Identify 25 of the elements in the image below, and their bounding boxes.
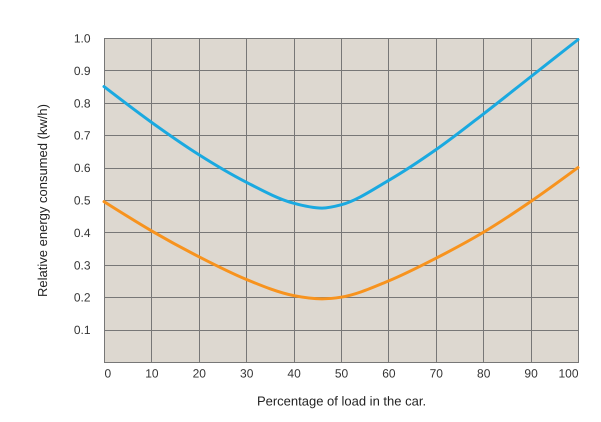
x-tick-label: 40 (287, 366, 302, 380)
y-tick-label: 0.2 (74, 290, 91, 305)
line-series (102, 38, 580, 210)
y-tick-label: 0.8 (74, 96, 91, 110)
y-tick-label: 0.4 (74, 226, 91, 240)
x-tick-label: 70 (430, 366, 444, 380)
y-tick-label: 0.6 (74, 161, 91, 176)
line-series (102, 166, 580, 300)
y-tick-label: 1.0 (74, 32, 91, 46)
y-tick-label: 0.9 (74, 64, 91, 78)
x-tick-label: 20 (192, 366, 206, 380)
x-tick-label: 0 (104, 366, 112, 380)
y-tick-label: 0.5 (74, 194, 91, 208)
x-tick-label: 50 (334, 366, 348, 380)
y-axis-title: Relative energy consumed (kw/h) (34, 104, 50, 297)
x-tick-label: 10 (145, 366, 159, 380)
x-tick-label: 30 (240, 366, 254, 380)
x-tick-label: 100 (558, 366, 579, 380)
x-tick-label: 90 (524, 366, 538, 380)
y-tick-label: 0.3 (74, 258, 91, 272)
x-axis-title: Percentage of load in the car. (256, 394, 426, 408)
x-tick-label: 60 (382, 366, 396, 380)
x-tick-label: 80 (477, 366, 491, 380)
y-tick-label: 0.7 (74, 128, 91, 143)
y-tick-label: 0.1 (74, 323, 91, 338)
